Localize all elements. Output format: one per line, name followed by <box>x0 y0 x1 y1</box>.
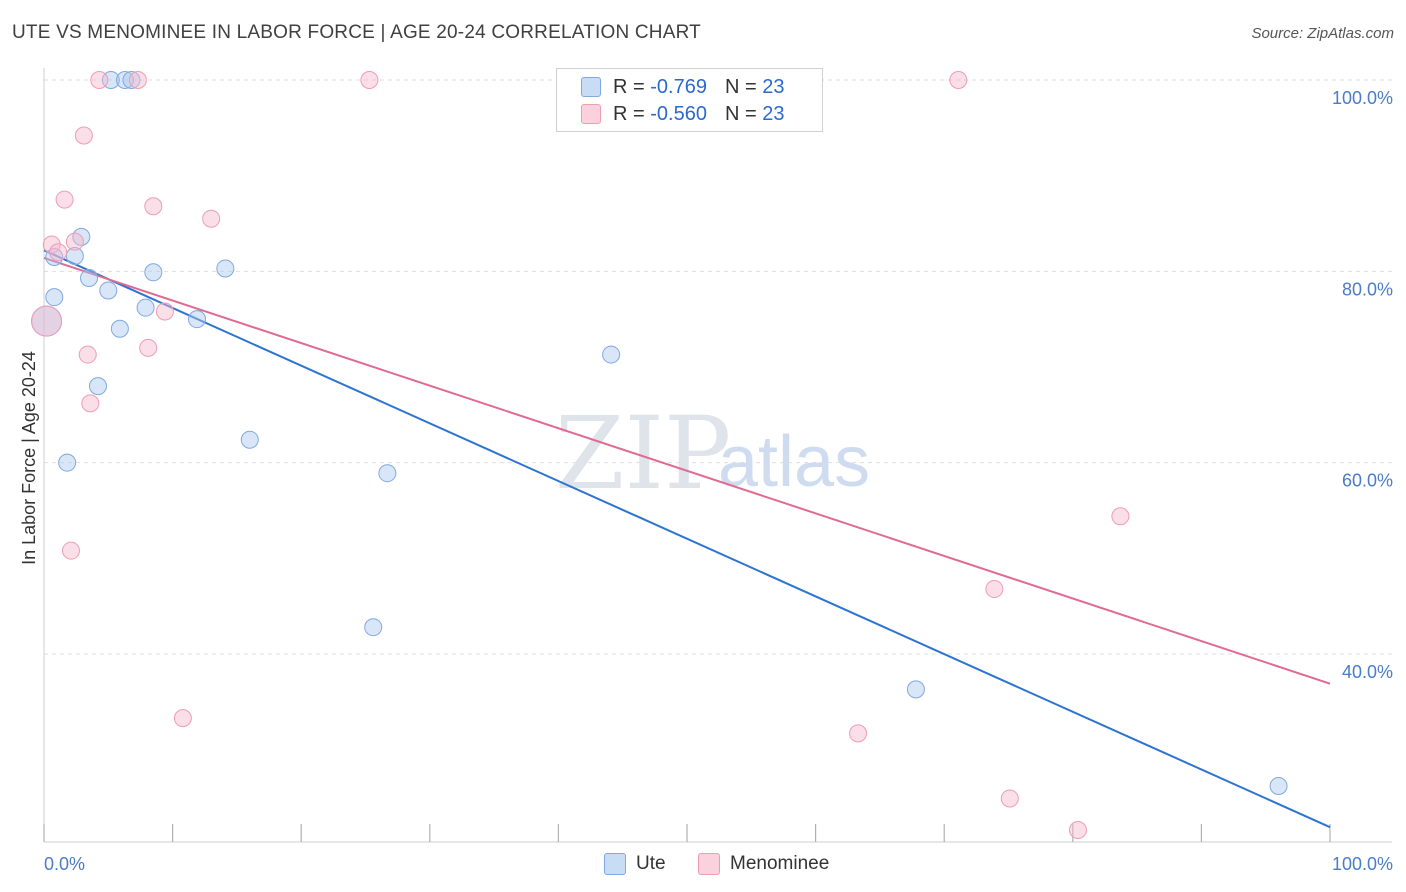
data-point-menominee <box>42 235 61 254</box>
bottom-legend-swatch-menominee <box>698 853 720 875</box>
data-point-menominee <box>1068 821 1087 840</box>
y-axis-label: In Labor Force | Age 20-24 <box>19 351 39 565</box>
watermark: ZIP atlas <box>555 395 870 512</box>
y-tick-label: 80.0% <box>1342 279 1393 299</box>
data-point-ute <box>378 464 397 483</box>
data-point-ute <box>240 430 259 449</box>
data-point-ute <box>89 377 108 396</box>
data-point-menominee <box>1000 789 1019 808</box>
data-point-ute <box>136 298 155 317</box>
x-tick-label: 100.0% <box>1332 854 1393 874</box>
legend-row-menominee: R = -0.560 N = 23 <box>581 102 784 126</box>
chart-title: UTE VS MENOMINEE IN LABOR FORCE | AGE 20… <box>12 22 701 43</box>
data-point-ute <box>99 281 118 300</box>
data-point-ute <box>144 263 163 282</box>
stats-legend: R = -0.769 N = 23 R = -0.560 N = 23 <box>556 68 823 132</box>
legend-r-value: -0.769 <box>650 75 707 98</box>
data-point-ute <box>65 247 84 266</box>
legend-swatch-ute <box>581 77 601 97</box>
gridlines <box>44 79 1392 655</box>
trend-line-menominee <box>43 256 1331 685</box>
bottom-legend-label-ute: Ute <box>636 853 666 874</box>
watermark-zip: ZIP <box>555 395 731 512</box>
data-point-menominee <box>949 71 968 89</box>
watermark-atlas: atlas <box>718 422 870 502</box>
data-point-ute <box>110 319 129 338</box>
y-tick-label: 60.0% <box>1342 471 1393 491</box>
tick-labels: 40.0% 60.0% 80.0% 100.0% 0.0% 100.0% <box>44 88 1393 874</box>
data-point-menominee <box>90 71 109 89</box>
trend-lines <box>43 249 1331 829</box>
data-point-ute <box>216 259 235 278</box>
data-point-menominee <box>65 232 84 251</box>
legend-swatch-menominee <box>581 104 601 124</box>
data-point-menominee <box>202 209 221 228</box>
data-point-menominee <box>173 709 192 728</box>
bottom-legend-swatch-ute <box>604 853 626 875</box>
y-tick-label: 40.0% <box>1342 662 1393 682</box>
data-point-menominee <box>31 305 63 337</box>
x-tick-label: 0.0% <box>44 854 85 874</box>
data-point-menominee <box>155 302 174 321</box>
bottom-legend-menominee: Menominee <box>698 852 829 876</box>
data-point-ute <box>116 71 135 89</box>
data-point-menominee <box>49 243 68 262</box>
data-point-ute <box>906 680 925 699</box>
y-tick-label: 100.0% <box>1332 88 1393 108</box>
bottom-legend-label-menominee: Menominee <box>730 853 830 874</box>
data-point-menominee <box>1111 507 1130 526</box>
data-point-menominee <box>360 71 379 89</box>
legend-n-label: N = <box>724 75 757 98</box>
legend-r-value: -0.560 <box>650 102 707 125</box>
data-point-menominee <box>144 197 163 216</box>
legend-row-ute: R = -0.769 N = 23 <box>581 75 784 99</box>
data-point-ute <box>1269 777 1288 796</box>
bottom-legend-ute: Ute <box>604 852 666 876</box>
axes <box>43 68 1392 843</box>
data-point-ute <box>45 288 64 307</box>
data-point-menominee <box>55 190 74 209</box>
data-point-menominee <box>78 345 97 364</box>
data-point-menominee <box>81 394 100 413</box>
data-point-menominee <box>74 126 93 145</box>
trend-line-ute <box>43 249 1331 829</box>
data-point-ute <box>188 310 207 329</box>
data-point-menominee <box>985 579 1004 598</box>
legend-r-label: R = <box>613 75 645 98</box>
legend-n-value: 23 <box>762 102 785 125</box>
data-point-ute <box>58 453 77 472</box>
data-point-menominee <box>62 541 81 560</box>
data-point-menominee <box>849 724 868 743</box>
legend-n-value: 23 <box>762 75 785 98</box>
data-points <box>31 71 1288 840</box>
source-label: Source: ZipAtlas.com <box>1251 25 1394 42</box>
data-point-ute <box>364 618 383 637</box>
data-point-menominee <box>139 338 158 357</box>
data-point-ute <box>122 71 141 89</box>
data-point-ute <box>602 345 621 364</box>
data-point-ute <box>80 269 99 288</box>
legend-n-label: N = <box>724 102 757 125</box>
data-point-menominee <box>128 71 147 89</box>
legend-r-label: R = <box>613 102 645 125</box>
